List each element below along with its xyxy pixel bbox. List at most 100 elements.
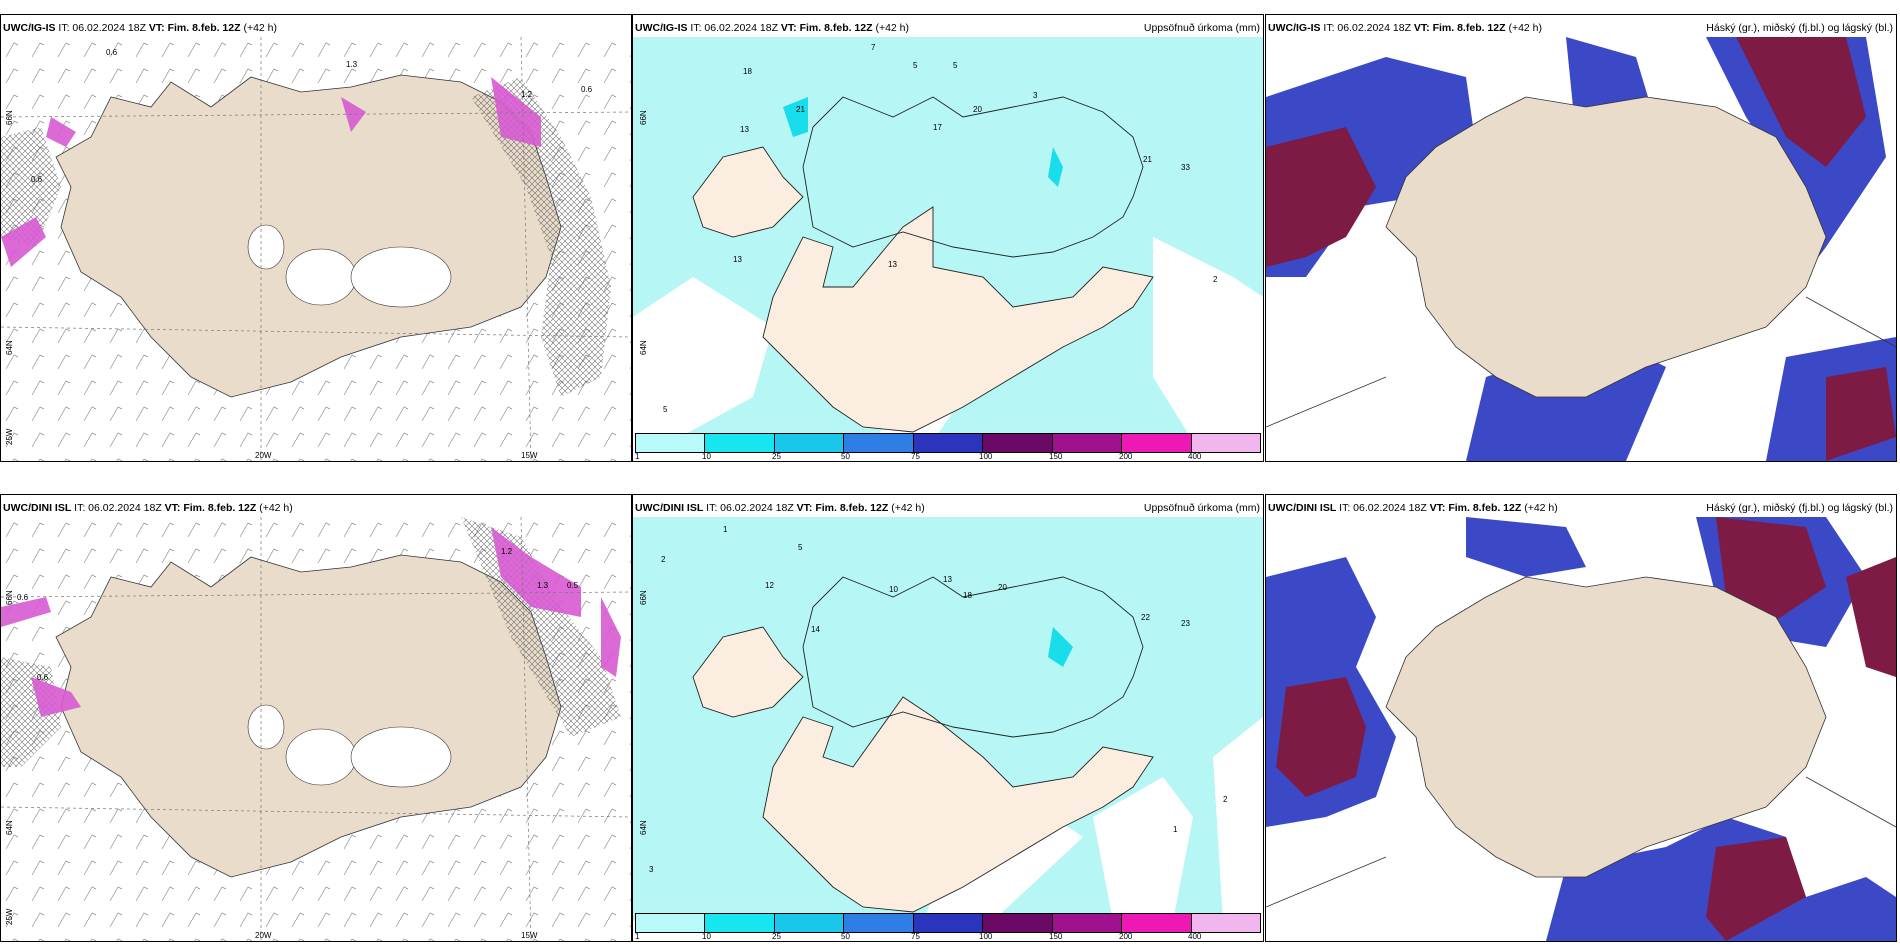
precip-value: 13 xyxy=(733,255,742,264)
colorbar-tick: 1 xyxy=(635,932,640,941)
precip-value: 5 xyxy=(953,61,958,70)
colorbar-swatch xyxy=(844,914,914,932)
panel-title: UWC/DINI ISL IT: 06.02.2024 18Z VT: Fim.… xyxy=(1268,502,1558,514)
lon-label: 25W xyxy=(5,908,14,925)
colorbar-tick: 1 xyxy=(635,452,640,461)
contour-label: 1.3 xyxy=(346,60,358,69)
colorbar-swatch xyxy=(774,434,845,452)
colorbar-swatch xyxy=(1191,434,1260,452)
colorbar-tick: 400 xyxy=(1188,932,1202,941)
colorbar-swatch xyxy=(983,434,1053,452)
lat-label: 66N xyxy=(639,590,648,605)
contour-label: 1.3 xyxy=(537,581,549,590)
precip-value: 1 xyxy=(723,525,728,534)
precip-value: 3 xyxy=(649,865,654,874)
colorbar-tick: 100 xyxy=(979,452,993,461)
colorbar-tick: 50 xyxy=(841,932,850,941)
cloud-panel-r1: UWC/IG-IS IT: 06.02.2024 18Z VT: Fim. 8.… xyxy=(1265,14,1897,462)
colorbar-swatch xyxy=(913,914,984,932)
precip-value: 13 xyxy=(888,260,897,269)
precip-colorbar xyxy=(635,913,1261,933)
wind-map xyxy=(1,517,631,941)
precip-value: 33 xyxy=(1181,163,1190,172)
precip-value: 1 xyxy=(1173,825,1178,834)
precip-value: 21 xyxy=(1143,155,1152,164)
precip-value: 14 xyxy=(811,625,820,634)
precip-value: 5 xyxy=(913,61,918,70)
precip-panel-r1: UWC/IG-IS IT: 06.02.2024 18Z VT: Fim. 8.… xyxy=(632,14,1264,462)
lat-label: 66N xyxy=(5,110,14,125)
lon-label: 25W xyxy=(5,428,14,445)
panel-title: UWC/IG-IS IT: 06.02.2024 18Z VT: Fim. 8.… xyxy=(3,22,278,34)
panel-title: UWC/DINI ISL IT: 06.02.2024 18Z VT: Fim.… xyxy=(635,502,925,514)
colorbar-tick: 400 xyxy=(1188,452,1202,461)
contour-label: 1.2 xyxy=(521,90,533,99)
lat-label: 64N xyxy=(639,820,648,835)
colorbar-swatch xyxy=(1122,434,1192,452)
colorbar-tick: 10 xyxy=(702,932,711,941)
colorbar-tick: 150 xyxy=(1049,932,1063,941)
colorbar-tick: 25 xyxy=(772,932,781,941)
precip-value: 21 xyxy=(796,105,805,114)
precip-value: 17 xyxy=(933,123,942,132)
panel-title: UWC/IG-IS IT: 06.02.2024 18Z VT: Fim. 8.… xyxy=(1268,22,1543,34)
panel-subtitle: Háský (gr.), miðský (fj.bl.) og lágský (… xyxy=(1706,22,1893,34)
precip-panel-r2: UWC/DINI ISL IT: 06.02.2024 18Z VT: Fim.… xyxy=(632,494,1264,942)
precip-value: 2 xyxy=(1213,275,1218,284)
colorbar-tick: 50 xyxy=(841,452,850,461)
cloud-map xyxy=(1266,37,1896,461)
precip-value: 13 xyxy=(943,575,952,584)
colorbar-tick: 200 xyxy=(1119,452,1133,461)
precip-colorbar xyxy=(635,433,1261,453)
colorbar-tick: 150 xyxy=(1049,452,1063,461)
wind-icing-panel-r1: UWC/IG-IS IT: 06.02.2024 18Z VT: Fim. 8.… xyxy=(0,14,632,462)
colorbar-swatch xyxy=(1052,434,1123,452)
precip-value: 22 xyxy=(1141,613,1150,622)
cloud-panel-r2: UWC/DINI ISL IT: 06.02.2024 18Z VT: Fim.… xyxy=(1265,494,1897,942)
contour-label: 0.5 xyxy=(567,581,579,590)
colorbar-swatch xyxy=(1191,914,1260,932)
contour-label: 0.6 xyxy=(17,593,29,602)
precip-value: 10 xyxy=(889,585,898,594)
precip-value: 13 xyxy=(740,125,749,134)
colorbar-swatch xyxy=(636,434,706,452)
colorbar-swatch xyxy=(913,434,984,452)
colorbar-swatch xyxy=(1122,914,1192,932)
precip-value: 2 xyxy=(661,555,666,564)
lon-label: 15W xyxy=(521,931,538,940)
lon-label: 15W xyxy=(521,451,538,460)
lon-label: 20W xyxy=(255,451,272,460)
contour-label: 0.6 xyxy=(581,85,593,94)
panel-title: UWC/IG-IS IT: 06.02.2024 18Z VT: Fim. 8.… xyxy=(635,22,910,34)
colorbar-tick: 75 xyxy=(911,452,920,461)
precip-value: 5 xyxy=(663,405,668,414)
colorbar-swatch xyxy=(705,914,775,932)
colorbar-swatch xyxy=(1052,914,1123,932)
lat-label: 66N xyxy=(639,110,648,125)
precip-value: 2 xyxy=(1223,795,1228,804)
colorbar-swatch xyxy=(983,914,1053,932)
precip-value: 20 xyxy=(998,583,1007,592)
colorbar-swatch xyxy=(705,434,775,452)
colorbar-swatch xyxy=(844,434,914,452)
colorbar-tick: 10 xyxy=(702,452,711,461)
contour-label: 0.6 xyxy=(31,175,43,184)
lat-label: 64N xyxy=(5,820,14,835)
wind-map xyxy=(1,37,631,461)
colorbar-tick: 100 xyxy=(979,932,993,941)
precip-map xyxy=(633,517,1263,921)
colorbar-ticks: 1 10 25 50 75 100 150 200 400 xyxy=(635,932,1261,941)
precip-map xyxy=(633,37,1263,441)
lat-label: 64N xyxy=(5,340,14,355)
precip-value: 23 xyxy=(1181,619,1190,628)
precip-value: 12 xyxy=(765,581,774,590)
panel-title: UWC/DINI ISL IT: 06.02.2024 18Z VT: Fim.… xyxy=(3,502,293,514)
lon-label: 20W xyxy=(255,931,272,940)
colorbar-swatch xyxy=(636,914,706,932)
panel-subtitle: Uppsöfnuð úrkoma (mm) xyxy=(1143,502,1260,514)
precip-value: 5 xyxy=(798,543,803,552)
wind-icing-panel-r2: UWC/DINI ISL IT: 06.02.2024 18Z VT: Fim.… xyxy=(0,494,632,942)
cloud-map xyxy=(1266,517,1896,941)
lat-label: 66N xyxy=(5,590,14,605)
colorbar-tick: 25 xyxy=(772,452,781,461)
